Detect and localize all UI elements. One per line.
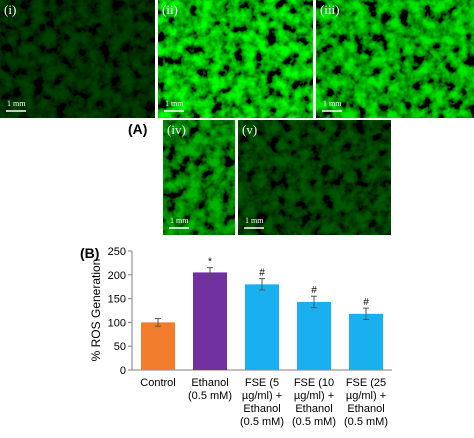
- micrograph: [158, 0, 313, 118]
- x-tick-label: (0.5 mM): [240, 416, 284, 428]
- x-tick-label: FSE (25: [346, 377, 386, 389]
- scale-label: 1 mm: [165, 99, 184, 108]
- significance-mark: #: [311, 285, 317, 296]
- error-bar: [363, 307, 369, 321]
- y-tick-label: 250: [108, 246, 126, 258]
- x-tick-label: (0.5 mM): [292, 416, 336, 428]
- y-tick-label: 150: [108, 294, 126, 306]
- x-tick-label: FSE (5: [245, 377, 279, 389]
- error-bar: [311, 295, 317, 309]
- x-tick-label: (0.5 mM): [344, 416, 388, 428]
- micrograph: [238, 120, 391, 235]
- significance-mark: #: [259, 268, 265, 279]
- panel-label: (i): [4, 2, 16, 17]
- bar: [245, 284, 279, 370]
- chart-panel-label: (B): [80, 245, 99, 261]
- bar: [141, 322, 175, 370]
- x-tick-label: µg/ml) +: [242, 390, 282, 402]
- scale-label: 1 mm: [245, 216, 264, 225]
- scale-label: 1 mm: [323, 99, 342, 108]
- x-tick-label: (0.5 mM): [188, 390, 232, 402]
- x-tick-label: µg/ml) +: [346, 390, 386, 402]
- x-tick-label: Ethanol: [191, 377, 228, 389]
- scale-label: 1 mm: [170, 216, 189, 225]
- x-tick-label: Ethanol: [295, 403, 332, 415]
- panel-label: (ii): [162, 2, 178, 17]
- y-tick-label: 200: [108, 270, 126, 282]
- y-tick-label: 50: [114, 341, 126, 353]
- bar: [349, 313, 383, 370]
- bar: [193, 272, 227, 370]
- micrograph: [316, 0, 474, 118]
- panel-group-label: (A): [128, 121, 147, 137]
- error-bar: [155, 318, 161, 327]
- error-bar: [259, 278, 265, 291]
- y-tick-label: 0: [120, 365, 126, 377]
- x-tick-label: µg/ml) +: [294, 390, 334, 402]
- x-tick-label: FSE (10: [294, 377, 334, 389]
- panel-label: (iii): [320, 2, 340, 17]
- x-tick-label: Control: [140, 377, 175, 389]
- bar: [297, 301, 331, 370]
- y-axis-label: % ROS Generation: [89, 259, 103, 362]
- y-tick-label: 100: [108, 317, 126, 329]
- significance-mark: *: [208, 257, 212, 268]
- micrograph: [0, 0, 155, 118]
- micrographs: (i) 1 mm (ii) 1 mm (iii) 1 mm (iv) 1 mm (v) 1 mm: [0, 0, 474, 235]
- x-tick-label: Ethanol: [243, 403, 280, 415]
- x-tick-label: Ethanol: [347, 403, 384, 415]
- micrograph: [163, 120, 235, 235]
- error-bar: [207, 267, 213, 278]
- scale-label: 1 mm: [7, 99, 26, 108]
- panel-label: (v): [242, 122, 257, 137]
- panel-label: (iv): [167, 122, 186, 137]
- significance-mark: #: [363, 297, 369, 308]
